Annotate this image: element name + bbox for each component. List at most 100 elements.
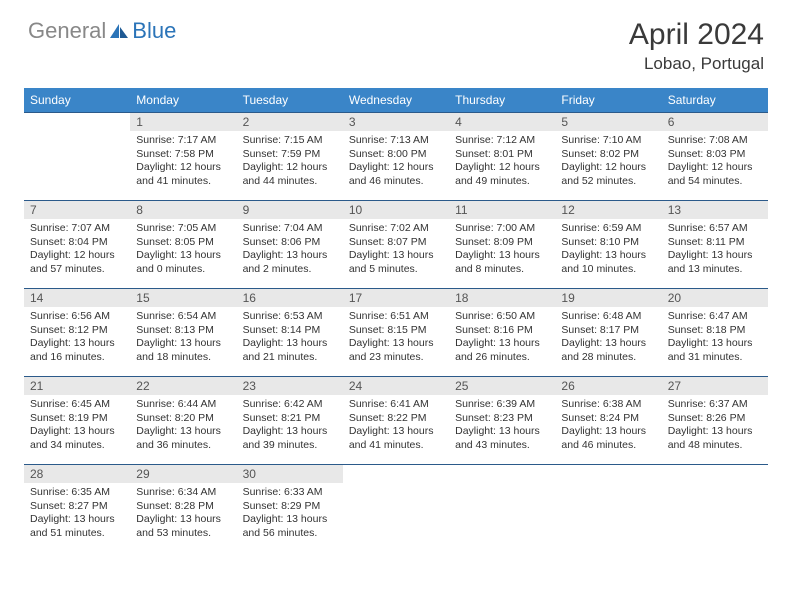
day-content: Sunrise: 7:04 AMSunset: 8:06 PMDaylight:… [237, 219, 343, 283]
day-number: 23 [237, 377, 343, 395]
day-content: Sunrise: 7:17 AMSunset: 7:58 PMDaylight:… [130, 131, 236, 195]
day-content: Sunrise: 7:10 AMSunset: 8:02 PMDaylight:… [555, 131, 661, 195]
day-content: Sunrise: 7:12 AMSunset: 8:01 PMDaylight:… [449, 131, 555, 195]
day-number: 21 [24, 377, 130, 395]
calendar-day-cell: 15Sunrise: 6:54 AMSunset: 8:13 PMDayligh… [130, 289, 236, 377]
day-number: 20 [662, 289, 768, 307]
calendar-empty-cell [24, 113, 130, 201]
day-content: Sunrise: 6:45 AMSunset: 8:19 PMDaylight:… [24, 395, 130, 459]
calendar-table: SundayMondayTuesdayWednesdayThursdayFrid… [24, 88, 768, 553]
calendar-week-row: 21Sunrise: 6:45 AMSunset: 8:19 PMDayligh… [24, 377, 768, 465]
day-content: Sunrise: 6:59 AMSunset: 8:10 PMDaylight:… [555, 219, 661, 283]
month-title: April 2024 [629, 18, 764, 52]
day-content: Sunrise: 6:47 AMSunset: 8:18 PMDaylight:… [662, 307, 768, 371]
logo-text-blue: Blue [132, 18, 176, 44]
day-number: 27 [662, 377, 768, 395]
day-number: 13 [662, 201, 768, 219]
calendar-empty-cell [449, 465, 555, 553]
calendar-day-cell: 9Sunrise: 7:04 AMSunset: 8:06 PMDaylight… [237, 201, 343, 289]
day-number: 19 [555, 289, 661, 307]
day-content: Sunrise: 6:39 AMSunset: 8:23 PMDaylight:… [449, 395, 555, 459]
day-number: 11 [449, 201, 555, 219]
calendar-day-cell: 7Sunrise: 7:07 AMSunset: 8:04 PMDaylight… [24, 201, 130, 289]
calendar-head: SundayMondayTuesdayWednesdayThursdayFrid… [24, 88, 768, 113]
day-number: 3 [343, 113, 449, 131]
day-number: 7 [24, 201, 130, 219]
weekday-header: Saturday [662, 88, 768, 113]
title-block: April 2024 Lobao, Portugal [629, 18, 764, 74]
day-content: Sunrise: 6:48 AMSunset: 8:17 PMDaylight:… [555, 307, 661, 371]
day-content: Sunrise: 7:13 AMSunset: 8:00 PMDaylight:… [343, 131, 449, 195]
calendar-day-cell: 17Sunrise: 6:51 AMSunset: 8:15 PMDayligh… [343, 289, 449, 377]
calendar-day-cell: 24Sunrise: 6:41 AMSunset: 8:22 PMDayligh… [343, 377, 449, 465]
day-number: 5 [555, 113, 661, 131]
calendar-day-cell: 5Sunrise: 7:10 AMSunset: 8:02 PMDaylight… [555, 113, 661, 201]
logo-text-gray: General [28, 18, 106, 44]
day-content: Sunrise: 6:50 AMSunset: 8:16 PMDaylight:… [449, 307, 555, 371]
weekday-header: Sunday [24, 88, 130, 113]
day-number: 30 [237, 465, 343, 483]
calendar-day-cell: 18Sunrise: 6:50 AMSunset: 8:16 PMDayligh… [449, 289, 555, 377]
day-number: 16 [237, 289, 343, 307]
day-content: Sunrise: 7:05 AMSunset: 8:05 PMDaylight:… [130, 219, 236, 283]
day-content: Sunrise: 6:44 AMSunset: 8:20 PMDaylight:… [130, 395, 236, 459]
day-number: 26 [555, 377, 661, 395]
day-number: 17 [343, 289, 449, 307]
day-number: 8 [130, 201, 236, 219]
day-number: 10 [343, 201, 449, 219]
calendar-day-cell: 2Sunrise: 7:15 AMSunset: 7:59 PMDaylight… [237, 113, 343, 201]
calendar-week-row: 1Sunrise: 7:17 AMSunset: 7:58 PMDaylight… [24, 113, 768, 201]
weekday-header: Monday [130, 88, 236, 113]
calendar-day-cell: 29Sunrise: 6:34 AMSunset: 8:28 PMDayligh… [130, 465, 236, 553]
weekday-header: Wednesday [343, 88, 449, 113]
day-content: Sunrise: 6:54 AMSunset: 8:13 PMDaylight:… [130, 307, 236, 371]
logo-sail-icon [108, 22, 130, 40]
calendar-day-cell: 1Sunrise: 7:17 AMSunset: 7:58 PMDaylight… [130, 113, 236, 201]
weekday-header: Thursday [449, 88, 555, 113]
day-number: 25 [449, 377, 555, 395]
day-content: Sunrise: 6:35 AMSunset: 8:27 PMDaylight:… [24, 483, 130, 547]
day-number: 24 [343, 377, 449, 395]
calendar-day-cell: 6Sunrise: 7:08 AMSunset: 8:03 PMDaylight… [662, 113, 768, 201]
calendar-day-cell: 21Sunrise: 6:45 AMSunset: 8:19 PMDayligh… [24, 377, 130, 465]
day-number: 29 [130, 465, 236, 483]
day-number: 1 [130, 113, 236, 131]
day-number: 18 [449, 289, 555, 307]
day-content: Sunrise: 6:38 AMSunset: 8:24 PMDaylight:… [555, 395, 661, 459]
day-number: 12 [555, 201, 661, 219]
weekday-header: Friday [555, 88, 661, 113]
calendar-day-cell: 16Sunrise: 6:53 AMSunset: 8:14 PMDayligh… [237, 289, 343, 377]
day-number: 22 [130, 377, 236, 395]
day-content: Sunrise: 6:57 AMSunset: 8:11 PMDaylight:… [662, 219, 768, 283]
location-label: Lobao, Portugal [629, 54, 764, 74]
day-number: 6 [662, 113, 768, 131]
day-number: 14 [24, 289, 130, 307]
day-content: Sunrise: 7:02 AMSunset: 8:07 PMDaylight:… [343, 219, 449, 283]
day-content: Sunrise: 7:00 AMSunset: 8:09 PMDaylight:… [449, 219, 555, 283]
day-content: Sunrise: 7:08 AMSunset: 8:03 PMDaylight:… [662, 131, 768, 195]
calendar-week-row: 7Sunrise: 7:07 AMSunset: 8:04 PMDaylight… [24, 201, 768, 289]
day-content: Sunrise: 7:07 AMSunset: 8:04 PMDaylight:… [24, 219, 130, 283]
calendar-day-cell: 12Sunrise: 6:59 AMSunset: 8:10 PMDayligh… [555, 201, 661, 289]
calendar-day-cell: 3Sunrise: 7:13 AMSunset: 8:00 PMDaylight… [343, 113, 449, 201]
day-content: Sunrise: 6:34 AMSunset: 8:28 PMDaylight:… [130, 483, 236, 547]
day-content: Sunrise: 6:51 AMSunset: 8:15 PMDaylight:… [343, 307, 449, 371]
day-number: 9 [237, 201, 343, 219]
calendar-week-row: 14Sunrise: 6:56 AMSunset: 8:12 PMDayligh… [24, 289, 768, 377]
calendar-week-row: 28Sunrise: 6:35 AMSunset: 8:27 PMDayligh… [24, 465, 768, 553]
calendar-day-cell: 20Sunrise: 6:47 AMSunset: 8:18 PMDayligh… [662, 289, 768, 377]
weekday-header: Tuesday [237, 88, 343, 113]
calendar-day-cell: 22Sunrise: 6:44 AMSunset: 8:20 PMDayligh… [130, 377, 236, 465]
day-content: Sunrise: 6:56 AMSunset: 8:12 PMDaylight:… [24, 307, 130, 371]
day-content: Sunrise: 6:37 AMSunset: 8:26 PMDaylight:… [662, 395, 768, 459]
calendar-day-cell: 13Sunrise: 6:57 AMSunset: 8:11 PMDayligh… [662, 201, 768, 289]
calendar-day-cell: 4Sunrise: 7:12 AMSunset: 8:01 PMDaylight… [449, 113, 555, 201]
day-content: Sunrise: 6:42 AMSunset: 8:21 PMDaylight:… [237, 395, 343, 459]
day-number: 28 [24, 465, 130, 483]
calendar-day-cell: 28Sunrise: 6:35 AMSunset: 8:27 PMDayligh… [24, 465, 130, 553]
calendar-body: 1Sunrise: 7:17 AMSunset: 7:58 PMDaylight… [24, 113, 768, 553]
day-number: 15 [130, 289, 236, 307]
calendar-day-cell: 26Sunrise: 6:38 AMSunset: 8:24 PMDayligh… [555, 377, 661, 465]
calendar-day-cell: 19Sunrise: 6:48 AMSunset: 8:17 PMDayligh… [555, 289, 661, 377]
calendar-day-cell: 25Sunrise: 6:39 AMSunset: 8:23 PMDayligh… [449, 377, 555, 465]
